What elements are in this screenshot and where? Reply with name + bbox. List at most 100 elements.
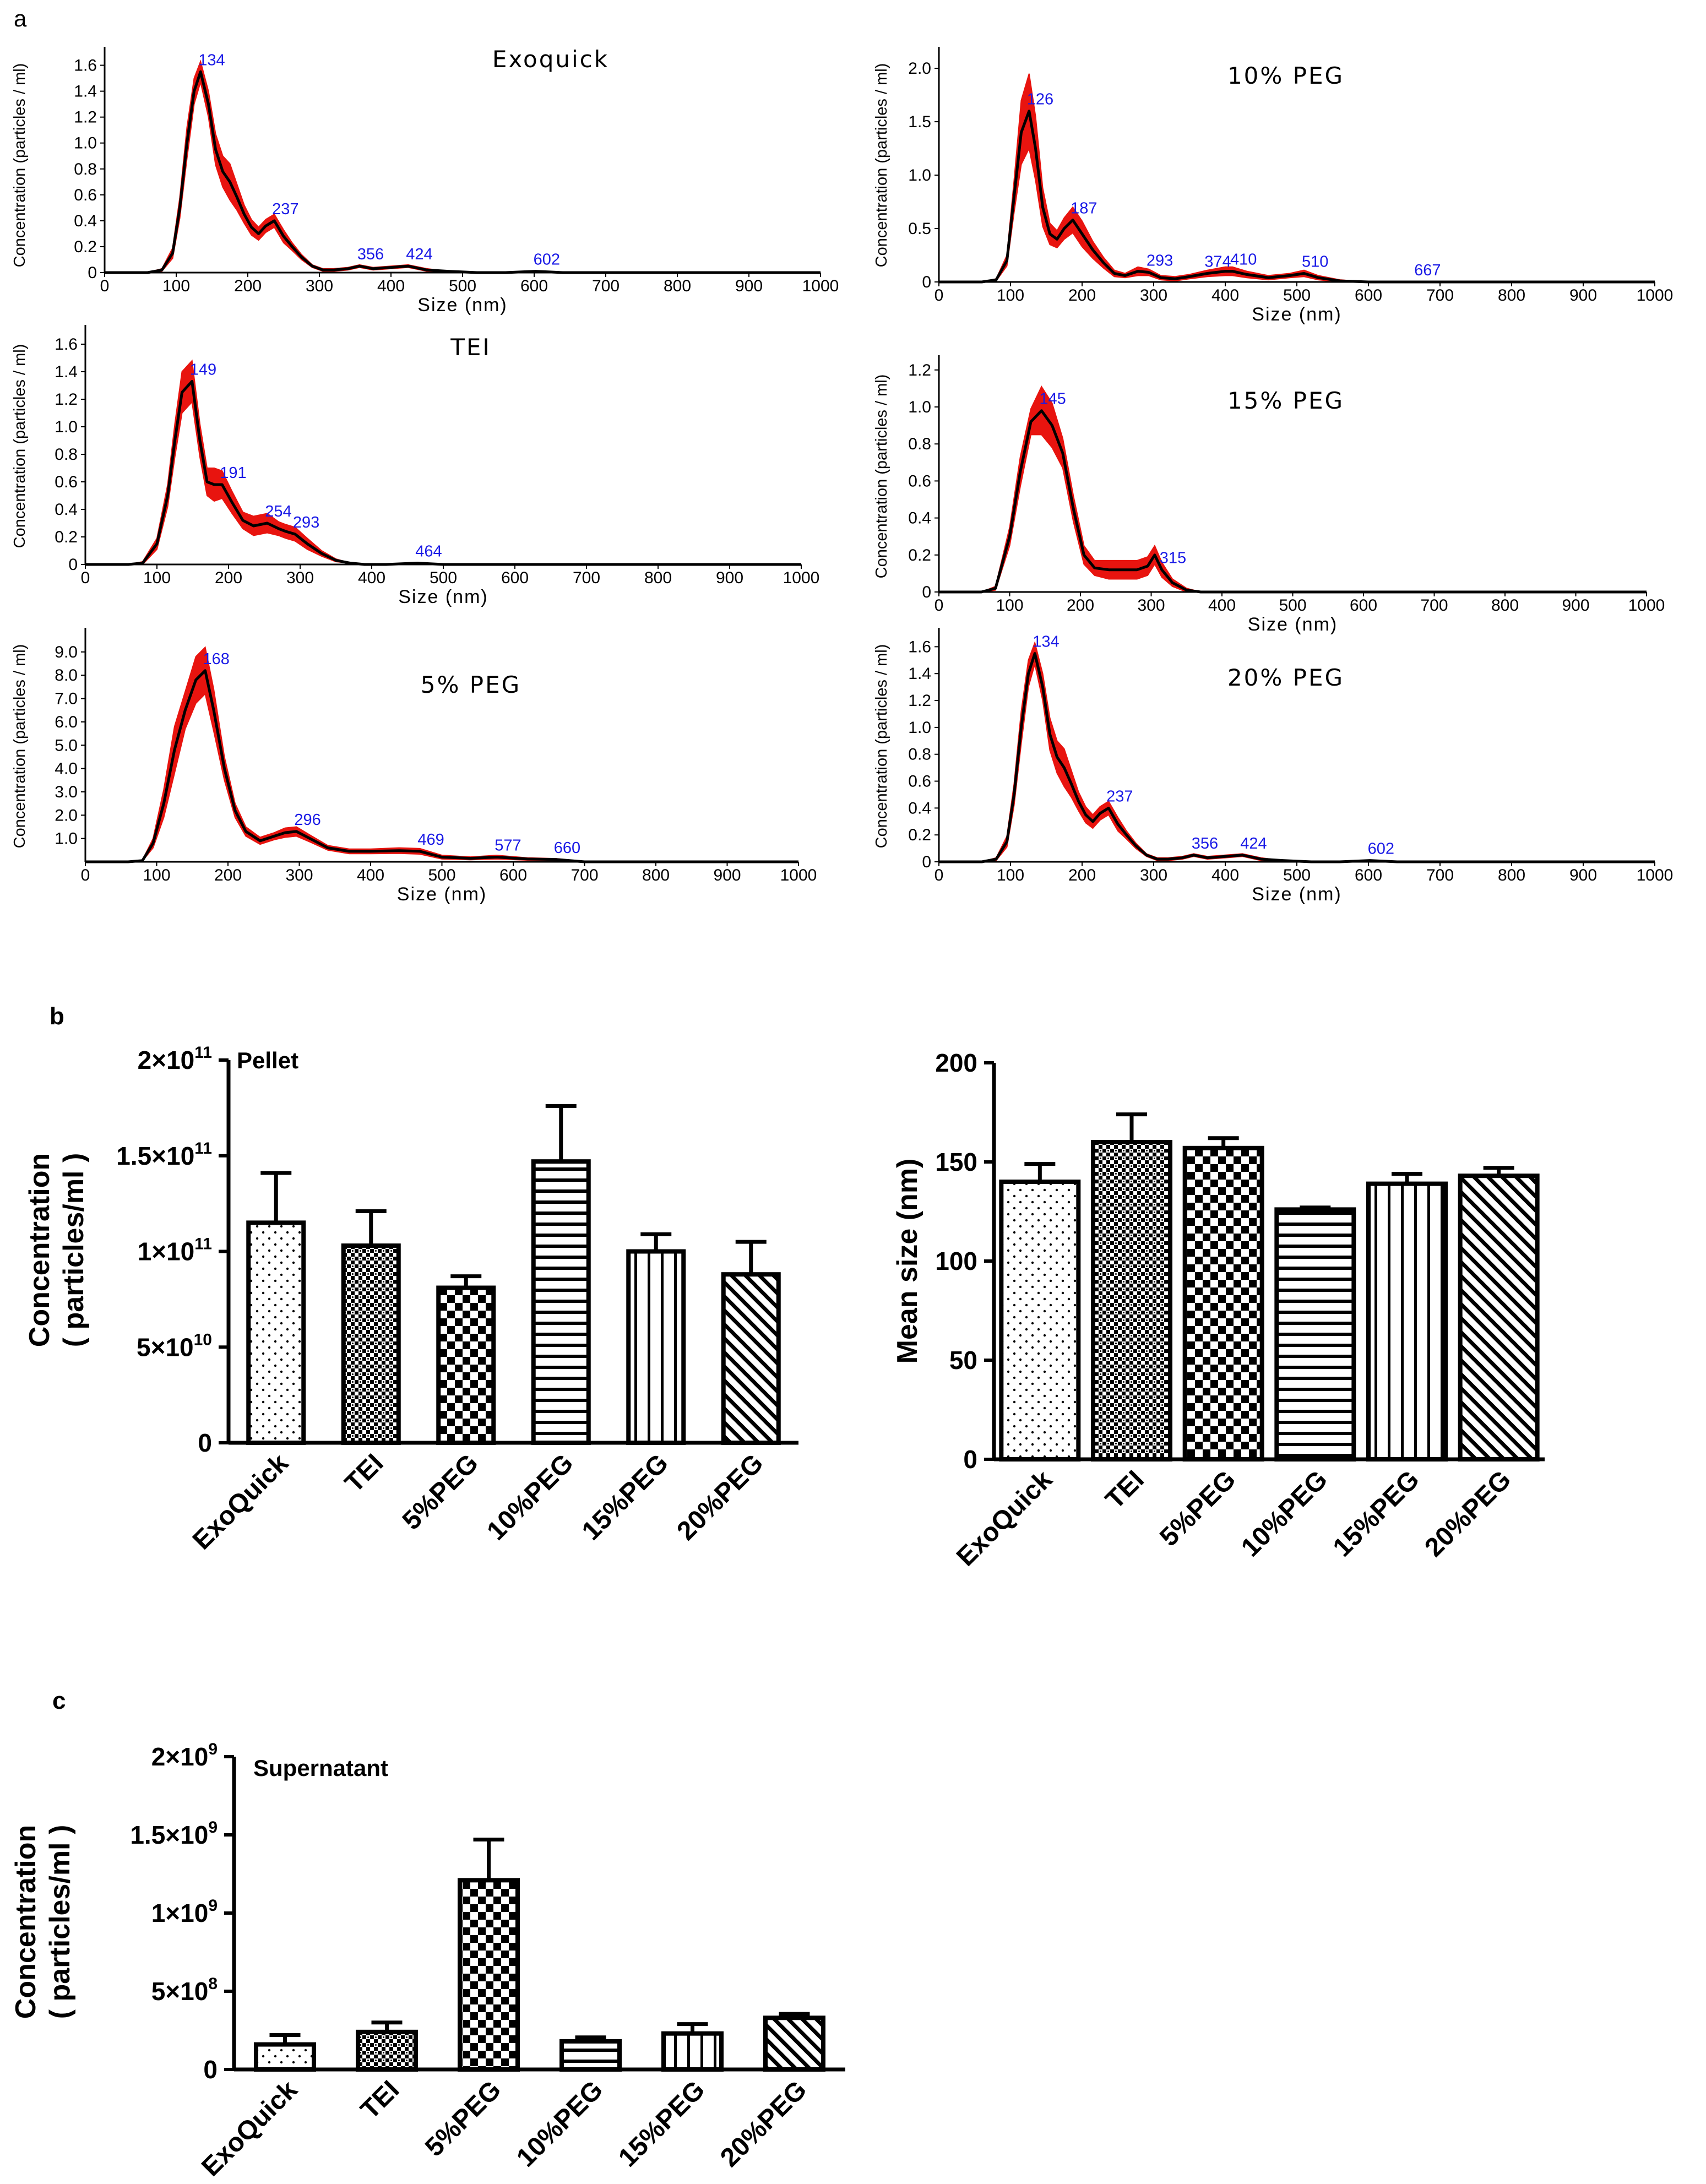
y-tick-label: 1.6 bbox=[74, 57, 97, 75]
x-tick-label: 900 bbox=[713, 866, 741, 884]
x-tick-label: 800 bbox=[1491, 596, 1519, 615]
category-label: 5%PEG bbox=[397, 1448, 484, 1535]
x-tick-label: 500 bbox=[449, 277, 476, 295]
x-tick-label: 100 bbox=[996, 596, 1023, 615]
y-tick-label: 0.4 bbox=[55, 501, 78, 519]
y-tick-label: 100 bbox=[935, 1247, 977, 1275]
peak-label: 237 bbox=[272, 200, 298, 218]
peak-label: 464 bbox=[415, 543, 442, 561]
bar-20%PEG bbox=[1458, 1174, 1540, 1462]
y-tick-label: 8.0 bbox=[55, 666, 78, 684]
peak-label: 134 bbox=[198, 51, 225, 69]
y-tick-label: 1.5×1011 bbox=[116, 1139, 212, 1170]
x-tick-label: 900 bbox=[1569, 286, 1597, 305]
peak-label: 667 bbox=[1414, 262, 1441, 279]
x-tick-label: 900 bbox=[735, 277, 763, 295]
x-tick-label: 100 bbox=[143, 866, 170, 884]
y-tick-label: 0 bbox=[922, 273, 931, 291]
x-tick-label: 200 bbox=[214, 866, 242, 884]
x-tick-label: 800 bbox=[1498, 286, 1525, 305]
x-tick-label: 300 bbox=[285, 866, 313, 884]
y-tick-label: 0 bbox=[88, 264, 97, 282]
x-tick-label: 700 bbox=[1426, 866, 1454, 884]
nta-panel-nta_5peg: 0 100 200 300 400 500 600 700 800 900 1000 1.0 2.0 3.… bbox=[11, 628, 817, 905]
peak-label: 187 bbox=[1071, 200, 1097, 218]
y-tick-label: 0.6 bbox=[74, 186, 97, 204]
y-tick-label: 6.0 bbox=[55, 713, 78, 731]
x-tick-label: 500 bbox=[1279, 596, 1306, 615]
x-tick-label: 100 bbox=[997, 866, 1024, 884]
y-tick-label: 1.6 bbox=[908, 638, 931, 656]
x-tick-label: 0 bbox=[935, 286, 944, 305]
y-tick-label: 1.0 bbox=[908, 719, 931, 737]
x-tick-label: 800 bbox=[642, 866, 670, 884]
panel-letter-c: c bbox=[52, 1687, 66, 1714]
x-tick-label: 600 bbox=[520, 277, 548, 295]
x-tick-label: 600 bbox=[1355, 286, 1382, 305]
bar-5%PEG bbox=[1182, 1145, 1264, 1462]
y-tick-label: 0.6 bbox=[55, 473, 78, 491]
x-tick-label: 300 bbox=[306, 277, 333, 295]
x-tick-label: 1000 bbox=[1637, 866, 1674, 884]
peak-label: 424 bbox=[1240, 835, 1267, 852]
x-tick-label: 300 bbox=[1140, 866, 1167, 884]
peak-label: 315 bbox=[1160, 550, 1186, 567]
x-tick-label: 600 bbox=[1355, 866, 1382, 884]
y-tick-label: 0.8 bbox=[55, 446, 78, 464]
panel-title: 5% PEG bbox=[421, 671, 521, 698]
x-axis-label: Size (nm) bbox=[397, 884, 487, 905]
nta-panel-nta_tei: 0 100 200 300 400 500 600 700 800 900 1000 0 0.2 0.4 0… bbox=[11, 325, 819, 607]
x-tick-label: 700 bbox=[592, 277, 620, 295]
y-tick-label: 1.2 bbox=[908, 361, 931, 379]
x-tick-label: 800 bbox=[644, 569, 672, 587]
x-tick-label: 400 bbox=[357, 866, 384, 884]
x-tick-label: 200 bbox=[234, 277, 262, 295]
peak-label: 660 bbox=[554, 839, 580, 857]
x-tick-label: 300 bbox=[1137, 596, 1165, 615]
y-axis-label: Mean size (nm) bbox=[892, 1159, 923, 1364]
category-label: TEI bbox=[1100, 1465, 1150, 1514]
x-tick-label: 500 bbox=[1283, 866, 1311, 884]
y-tick-label: 0 bbox=[922, 853, 931, 871]
error-band bbox=[85, 646, 798, 862]
peak-label: 168 bbox=[203, 650, 230, 668]
x-tick-label: 200 bbox=[1068, 866, 1096, 884]
x-tick-label: 100 bbox=[162, 277, 190, 295]
y-tick-label: 3.0 bbox=[55, 783, 78, 801]
bar-ExoQuick bbox=[246, 1220, 306, 1445]
x-tick-label: 700 bbox=[573, 569, 600, 587]
y-tick-label: 5.0 bbox=[55, 736, 78, 754]
x-tick-label: 500 bbox=[430, 569, 457, 587]
x-tick-label: 0 bbox=[81, 866, 90, 884]
x-tick-label: 1000 bbox=[780, 866, 817, 884]
y-tick-label: 0 bbox=[963, 1445, 977, 1474]
x-tick-label: 200 bbox=[1067, 596, 1094, 615]
category-label: 20%PEG bbox=[1419, 1465, 1517, 1562]
y-tick-label: 1.2 bbox=[55, 390, 78, 409]
category-label: 15%PEG bbox=[613, 2075, 710, 2172]
y-tick-label: 2.0 bbox=[55, 806, 78, 824]
y-tick-label: 0.2 bbox=[908, 826, 931, 844]
x-tick-label: 800 bbox=[1498, 866, 1525, 884]
peak-label: 191 bbox=[220, 464, 246, 482]
x-tick-label: 500 bbox=[1283, 286, 1311, 305]
category-label: 5%PEG bbox=[1154, 1465, 1241, 1552]
y-tick-label: 0.2 bbox=[55, 528, 78, 546]
y-tick-label: 1×109 bbox=[151, 1897, 218, 1927]
mean-size-line bbox=[105, 70, 821, 274]
nta-panel-nta_20peg: 0 100 200 300 400 500 600 700 800 900 1000 0 0.2 0.4 0… bbox=[873, 628, 1673, 905]
x-tick-label: 400 bbox=[1211, 286, 1239, 305]
bar-10%PEG bbox=[1274, 1207, 1356, 1462]
y-tick-label: 1×1011 bbox=[138, 1235, 212, 1266]
peak-label: 602 bbox=[534, 251, 560, 269]
x-tick-label: 700 bbox=[1426, 286, 1454, 305]
bar-ExoQuick bbox=[999, 1180, 1081, 1462]
category-label: ExoQuick bbox=[196, 2075, 303, 2182]
x-tick-label: 400 bbox=[358, 569, 385, 587]
category-label: 10%PEG bbox=[511, 2075, 608, 2172]
peak-label: 145 bbox=[1039, 390, 1066, 408]
x-tick-label: 600 bbox=[1350, 596, 1377, 615]
x-tick-label: 800 bbox=[664, 277, 691, 295]
